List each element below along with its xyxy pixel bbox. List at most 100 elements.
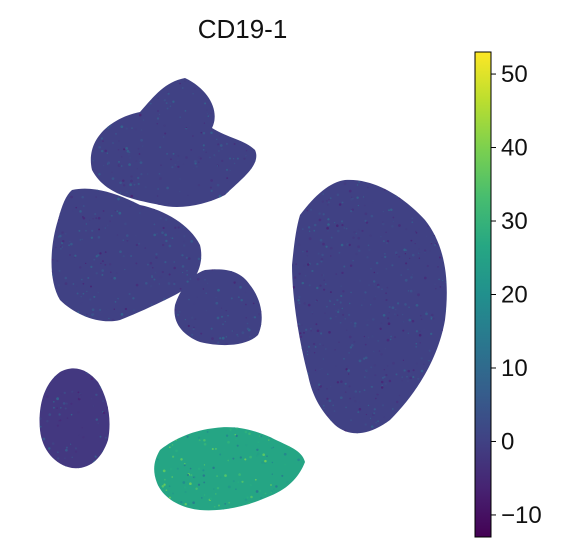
scatter-point xyxy=(244,227,246,229)
scatter-point xyxy=(147,422,149,424)
scatter-point xyxy=(52,127,55,130)
scatter-point xyxy=(410,111,413,114)
scatter-point xyxy=(139,391,141,393)
scatter-point xyxy=(259,271,261,273)
scatter-point xyxy=(405,410,407,412)
scatter-point xyxy=(58,96,60,98)
scatter-point xyxy=(419,94,421,96)
scatter-point xyxy=(308,124,309,125)
scatter-point xyxy=(172,414,175,417)
scatter-point xyxy=(371,121,373,123)
scatter-point xyxy=(157,203,160,206)
scatter-point xyxy=(416,304,419,307)
scatter-point xyxy=(387,486,389,488)
scatter-point xyxy=(435,81,437,83)
scatter-point xyxy=(364,376,366,378)
scatter-point xyxy=(340,380,343,383)
scatter-point xyxy=(149,388,151,390)
scatter-point xyxy=(78,392,80,394)
scatter-point xyxy=(148,93,151,96)
scatter-point xyxy=(261,332,262,333)
scatter-point xyxy=(71,414,73,416)
scatter-point xyxy=(75,354,77,356)
scatter-point xyxy=(43,322,44,323)
scatter-point xyxy=(389,306,391,308)
scatter-point xyxy=(284,274,286,276)
scatter-point xyxy=(427,105,429,107)
scatter-point xyxy=(102,347,104,349)
scatter-point xyxy=(278,218,281,221)
scatter-point xyxy=(184,464,186,466)
scatter-point xyxy=(140,173,142,175)
scatter-point xyxy=(97,500,98,501)
scatter-point xyxy=(420,315,422,317)
scatter-point xyxy=(446,241,449,244)
scatter-point xyxy=(227,441,230,444)
scatter-point xyxy=(45,372,48,375)
scatter-point xyxy=(313,437,315,439)
scatter-point xyxy=(396,443,397,444)
scatter-point xyxy=(107,381,109,383)
scatter-point xyxy=(183,240,185,242)
scatter-point xyxy=(152,319,154,321)
scatter-point xyxy=(440,367,442,369)
scatter-point xyxy=(309,441,311,443)
scatter-point xyxy=(170,158,172,160)
scatter-point xyxy=(416,120,417,121)
scatter-point xyxy=(237,335,239,337)
scatter-point xyxy=(49,342,51,344)
scatter-point xyxy=(67,129,69,131)
scatter-point xyxy=(370,108,372,110)
scatter-point xyxy=(188,299,189,300)
scatter-point xyxy=(311,343,313,345)
scatter-point xyxy=(367,494,368,495)
scatter-point xyxy=(174,227,176,229)
scatter-point xyxy=(446,182,449,185)
scatter-point xyxy=(354,444,356,446)
cluster-4 xyxy=(292,180,447,433)
scatter-point xyxy=(145,82,148,85)
scatter-point xyxy=(357,116,359,118)
scatter-point xyxy=(240,194,242,196)
scatter-point xyxy=(339,95,340,96)
scatter-point xyxy=(393,217,395,219)
scatter-point xyxy=(135,363,137,365)
scatter-point xyxy=(120,192,122,194)
scatter-point xyxy=(390,336,392,338)
scatter-point xyxy=(372,180,375,183)
scatter-point xyxy=(96,418,98,420)
scatter-point xyxy=(302,282,304,284)
scatter-point xyxy=(154,224,156,226)
scatter-point xyxy=(424,222,425,223)
scatter-point xyxy=(98,228,100,230)
scatter-point xyxy=(342,88,343,89)
scatter-point xyxy=(103,165,104,166)
scatter-point xyxy=(238,228,240,230)
scatter-point xyxy=(260,142,262,144)
scatter-point xyxy=(72,122,74,124)
scatter-point xyxy=(302,183,304,185)
scatter-point xyxy=(79,396,82,399)
scatter-point xyxy=(138,148,140,150)
scatter-point xyxy=(348,352,350,354)
scatter-point xyxy=(420,394,422,396)
scatter-point xyxy=(150,460,152,462)
scatter-point xyxy=(434,473,436,475)
scatter-point xyxy=(307,168,308,169)
scatter-point xyxy=(441,447,444,450)
scatter-point xyxy=(139,452,142,455)
scatter-point xyxy=(121,352,123,354)
scatter-point xyxy=(77,489,79,491)
scatter-point xyxy=(175,154,177,156)
scatter-point xyxy=(108,101,110,103)
scatter-point xyxy=(162,445,164,447)
scatter-point xyxy=(63,118,65,120)
scatter-point xyxy=(211,373,214,376)
scatter-point xyxy=(248,187,250,189)
scatter-point xyxy=(275,230,277,232)
scatter-point xyxy=(214,401,216,403)
scatter-point xyxy=(229,380,230,381)
scatter-point xyxy=(203,132,205,134)
scatter-point xyxy=(312,445,314,447)
scatter-point xyxy=(342,114,345,117)
